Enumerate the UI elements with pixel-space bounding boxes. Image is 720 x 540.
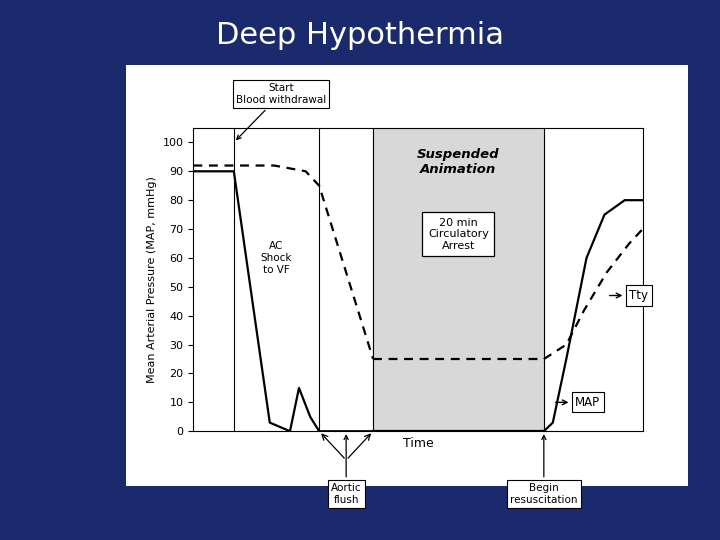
X-axis label: Time: Time [402,437,433,450]
Text: AC
Shock
to VF: AC Shock to VF [261,241,292,274]
Text: Deep Hypothermia: Deep Hypothermia [216,21,504,50]
Text: Suspended
Animation: Suspended Animation [417,148,500,176]
Text: Tty: Tty [610,289,648,302]
Bar [373,128,544,431]
Text: Begin
resuscitation: Begin resuscitation [510,435,577,505]
Text: 20 min
Circulatory
Arrest: 20 min Circulatory Arrest [428,218,489,251]
Y-axis label: Mean Arterial Pressure (MAP, mmHg): Mean Arterial Pressure (MAP, mmHg) [147,176,157,383]
Text: MAP: MAP [556,396,600,409]
Text: Aortic
flush: Aortic flush [330,435,361,505]
Text: Start
Blood withdrawal: Start Blood withdrawal [236,83,326,139]
